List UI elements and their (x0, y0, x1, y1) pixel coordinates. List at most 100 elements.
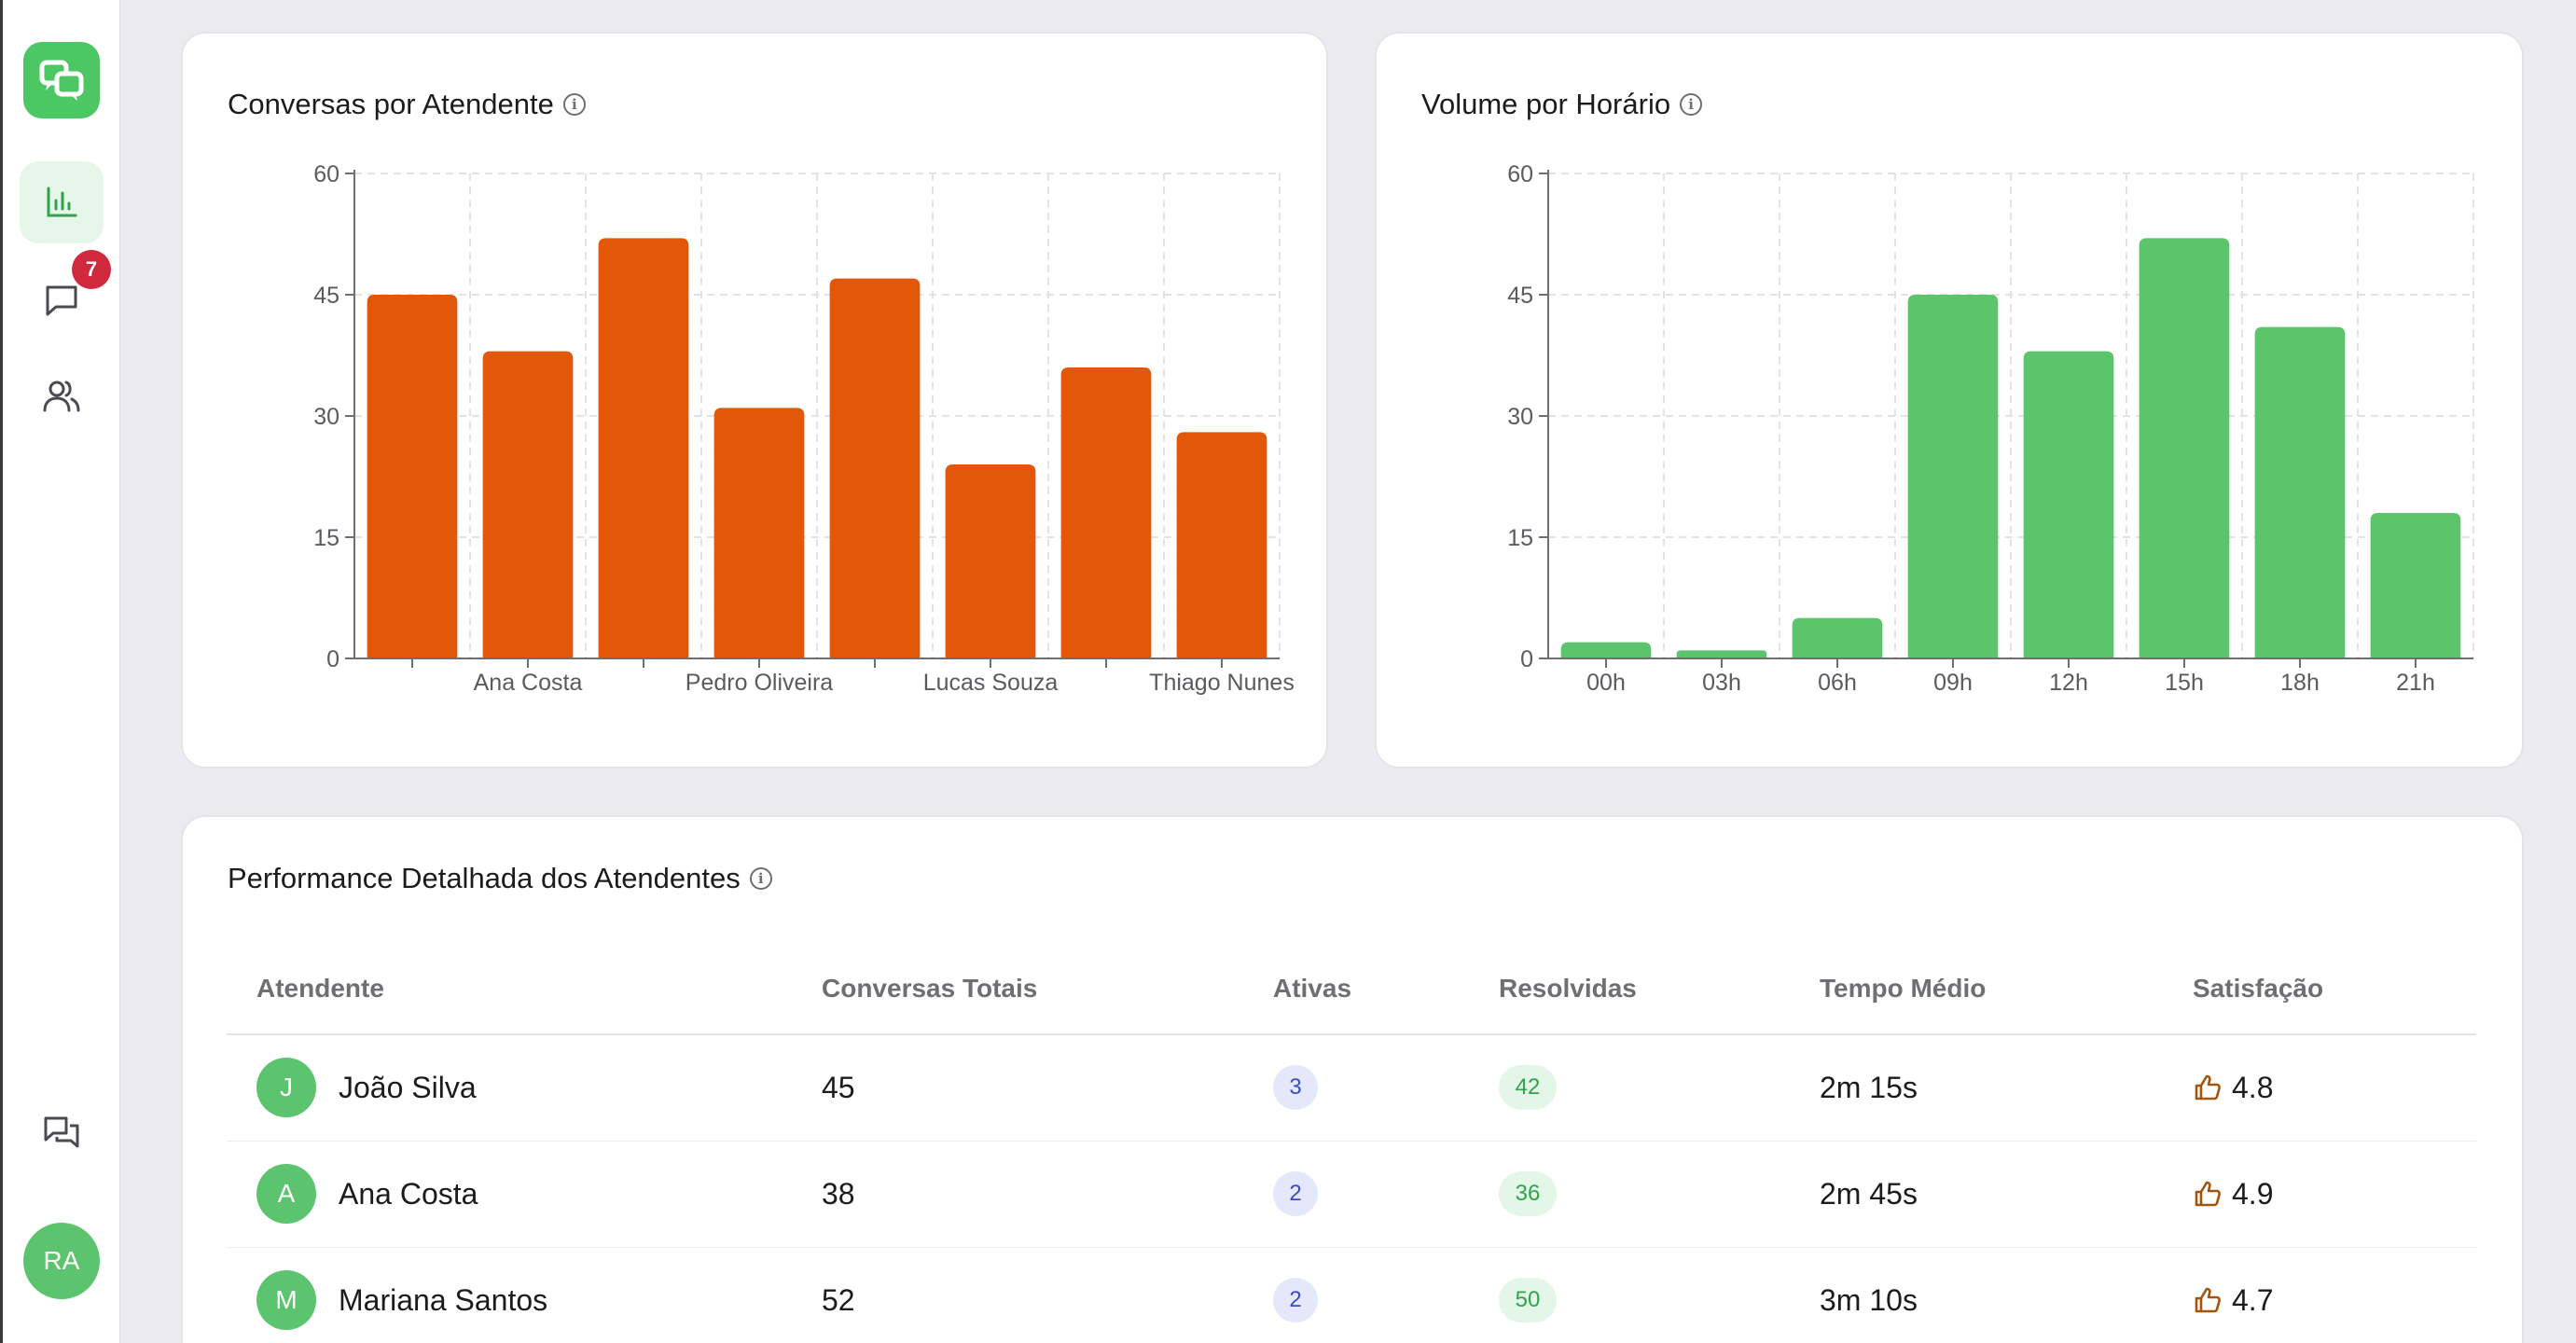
col-header-resolved[interactable]: Resolvidas (1469, 943, 1790, 1035)
y-tick-label: 30 (1507, 404, 1533, 430)
thumbs-up-icon (2195, 1074, 2221, 1101)
hourly-chart-title-text: Volume por Horário (1421, 88, 1671, 120)
active-cell: 2 (1243, 1141, 1469, 1248)
chart-bar[interactable] (367, 295, 458, 658)
table-row[interactable]: A Ana Costa 38 2 36 2m 45s 4.9 (227, 1141, 2476, 1248)
chart-bar[interactable] (598, 238, 689, 659)
agent-avatar: A (256, 1164, 316, 1224)
agents-bar-chart: 0 15 30 45 60 Ana Costa Pedro Oliveira Lucas So… (313, 161, 1295, 696)
chat-bubbles-logo-icon (39, 60, 84, 101)
y-tick-label: 30 (313, 404, 339, 430)
satisfaction-cell: 4.9 (2163, 1141, 2476, 1248)
y-tick-label: 0 (1520, 646, 1533, 672)
active-count-badge: 3 (1273, 1065, 1318, 1111)
agent-name: Mariana Santos (339, 1282, 548, 1317)
table-row[interactable]: M Mariana Santos 52 2 50 3m 10s 4.7 (227, 1247, 2476, 1343)
resolved-cell: 36 (1469, 1141, 1790, 1248)
total-conversations: 52 (792, 1247, 1243, 1343)
avg-time: 3m 10s (1790, 1247, 2163, 1343)
table-header-row: Atendente Conversas Totais Ativas Resolv… (227, 943, 2476, 1035)
x-tick-label: 21h (2396, 670, 2435, 696)
chart-bar[interactable] (945, 464, 1036, 658)
chart-bar[interactable] (829, 278, 921, 658)
x-tick-label: Ana Costa (474, 670, 583, 696)
agents-chart-card: Conversas por Atendente i 0 15 30 45 60 Ana C… (181, 32, 1328, 768)
chart-bar[interactable] (2254, 326, 2346, 658)
thumbs-up-icon (2195, 1181, 2221, 1207)
chart-bar[interactable] (2139, 238, 2230, 659)
x-tick-label: 09h (1933, 670, 1973, 696)
resolved-count-badge: 36 (1499, 1171, 1557, 1216)
chart-bar[interactable] (1907, 295, 1999, 658)
agent-cell: A Ana Costa (227, 1141, 792, 1248)
chart-bar[interactable] (1060, 367, 1152, 658)
x-tick-label: 12h (2049, 670, 2088, 696)
sidebar: 7 RA (3, 0, 120, 1343)
agents-chart-title: Conversas por Atendente i (228, 88, 586, 121)
agents-chart-title-text: Conversas por Atendente (228, 88, 554, 120)
table-title-text: Performance Detalhada dos Atendentes (228, 862, 741, 894)
avg-time: 2m 45s (1790, 1141, 2163, 1248)
agent-name: João Silva (339, 1070, 477, 1104)
y-tick-label: 15 (1507, 525, 1533, 551)
chart-bar[interactable] (1560, 642, 1652, 658)
y-tick-label: 60 (313, 161, 339, 187)
col-header-avg-time[interactable]: Tempo Médio (1790, 943, 2163, 1035)
active-count-badge: 2 (1273, 1278, 1318, 1322)
info-icon[interactable]: i (562, 93, 586, 116)
x-tick-label: 18h (2280, 670, 2320, 696)
resolved-cell: 42 (1469, 1034, 1790, 1142)
col-header-satisfaction[interactable]: Satisfação (2163, 943, 2476, 1035)
x-tick-label: Pedro Oliveira (686, 670, 833, 696)
chart-bar[interactable] (713, 408, 805, 658)
y-tick-label: 0 (326, 646, 339, 672)
resolved-cell: 50 (1469, 1247, 1790, 1343)
agent-avatar: M (256, 1270, 316, 1330)
hourly-chart-card: Volume por Horário i 0 15 30 45 60 00h 03h 06h 0… (1375, 32, 2524, 768)
performance-table: Atendente Conversas Totais Ativas Resolv… (227, 943, 2476, 1343)
chart-bar[interactable] (2023, 351, 2114, 658)
app-logo[interactable] (23, 42, 100, 118)
x-tick-label: 15h (2165, 670, 2204, 696)
nav-conversations[interactable] (20, 258, 104, 340)
thumbs-up-icon (2195, 1287, 2221, 1313)
chart-bar[interactable] (1792, 617, 1883, 658)
satisfaction-score: 4.9 (2232, 1176, 2274, 1211)
hourly-bar-chart: 0 15 30 45 60 00h 03h 06h 09h 12h 15h 18h 21h (1507, 161, 2474, 696)
col-header-total[interactable]: Conversas Totais (792, 943, 1243, 1035)
nav-chats[interactable] (20, 1092, 104, 1174)
table-title: Performance Detalhada dos Atendentes i (228, 862, 772, 895)
col-header-agent[interactable]: Atendente (227, 943, 792, 1035)
nav-dashboard[interactable] (20, 161, 104, 243)
active-cell: 3 (1243, 1034, 1469, 1142)
x-tick-label: 00h (1586, 670, 1626, 696)
chart-bar[interactable] (1676, 650, 1767, 658)
active-count-badge: 2 (1273, 1171, 1318, 1216)
y-tick-label: 45 (313, 283, 339, 309)
bar-chart-icon (47, 187, 77, 217)
message-icon (46, 285, 77, 316)
active-cell: 2 (1243, 1247, 1469, 1343)
y-tick-label: 15 (313, 525, 339, 551)
col-header-active[interactable]: Ativas (1243, 943, 1469, 1035)
chart-bar[interactable] (1176, 432, 1267, 658)
info-icon[interactable]: i (1680, 93, 1703, 116)
y-tick-label: 45 (1507, 283, 1533, 309)
x-tick-label: 03h (1702, 670, 1741, 696)
total-conversations: 38 (792, 1141, 1243, 1248)
x-tick-label: Thiago Nunes (1149, 670, 1295, 696)
nav-team[interactable] (20, 355, 104, 437)
agent-avatar: J (256, 1058, 316, 1118)
hourly-chart-title: Volume por Horário i (1421, 88, 1703, 121)
agent-name: Ana Costa (339, 1176, 478, 1211)
satisfaction-score: 4.7 (2232, 1282, 2274, 1317)
agent-cell: J João Silva (227, 1034, 792, 1142)
chart-bar[interactable] (482, 351, 574, 658)
info-icon[interactable]: i (749, 867, 772, 890)
chats-icon (44, 1116, 79, 1148)
table-row[interactable]: J João Silva 45 3 42 2m 15s 4.8 (227, 1034, 2476, 1142)
resolved-count-badge: 42 (1499, 1065, 1557, 1111)
user-avatar[interactable]: RA (23, 1223, 100, 1299)
chart-bar[interactable] (2370, 513, 2461, 658)
x-tick-label: Lucas Souza (923, 670, 1059, 696)
